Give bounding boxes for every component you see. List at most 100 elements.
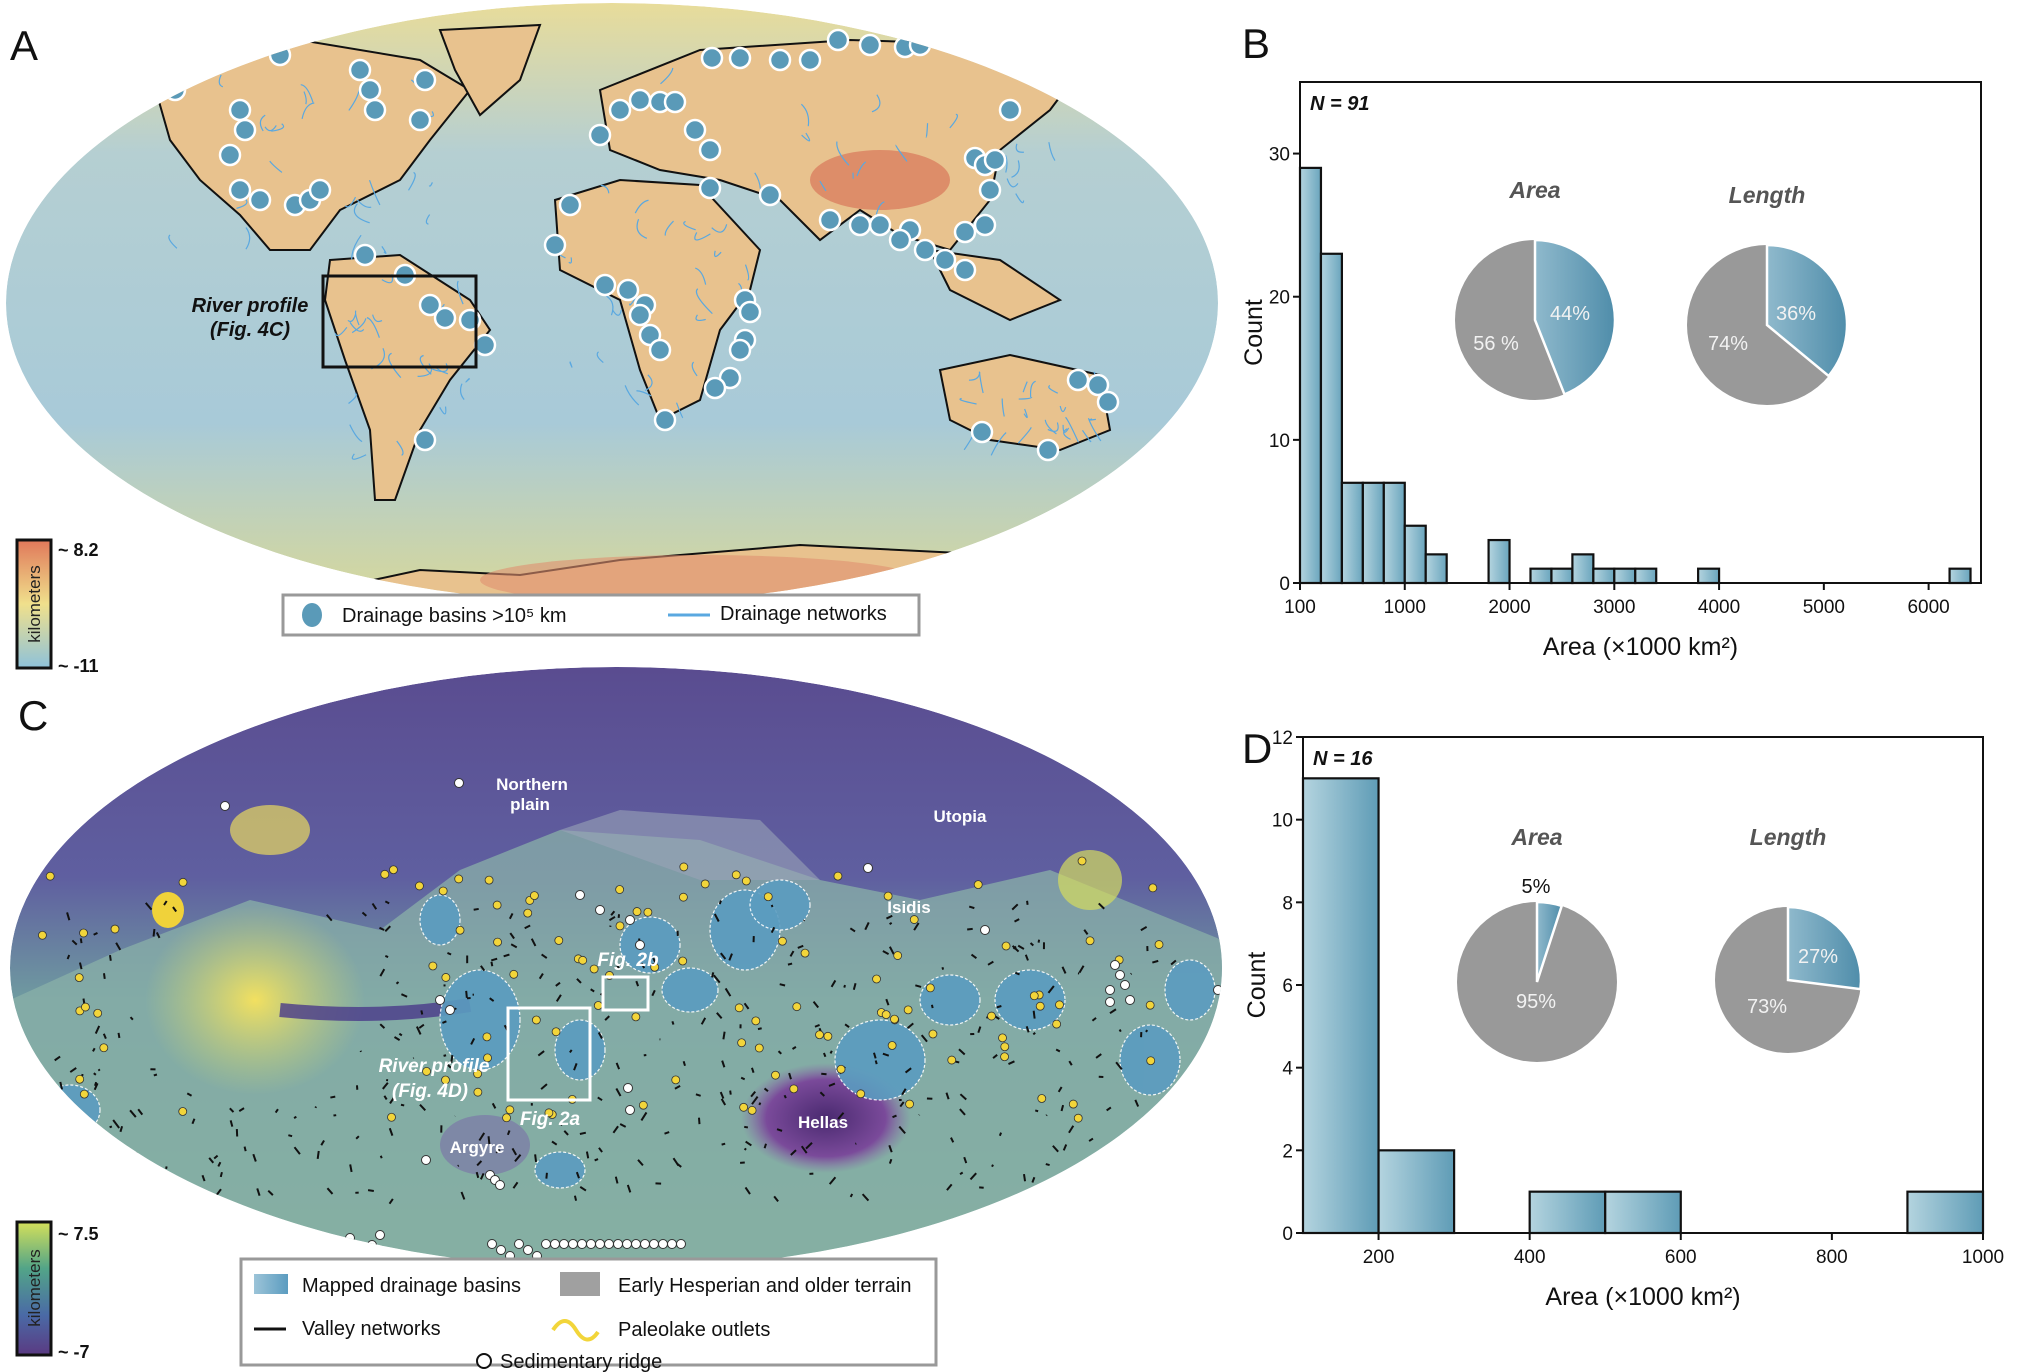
legend-terrain: Early Hesperian and older terrain — [618, 1275, 912, 1297]
paleolake-outlet — [905, 1099, 914, 1109]
paleolake-outlet — [1073, 1113, 1083, 1123]
river-line — [300, 84, 314, 103]
paleolake-outlet — [631, 1012, 641, 1022]
drainage-basin-patch — [619, 916, 681, 974]
river-line — [691, 361, 698, 377]
river-line — [1023, 408, 1028, 419]
valley-network-line — [958, 1048, 966, 1056]
y-axis-label: Count — [1240, 299, 1268, 366]
valley-network-line — [127, 1168, 133, 1175]
river-line — [959, 397, 977, 405]
x-tick-label: 600 — [1665, 1247, 1697, 1268]
paleolake-outlet — [531, 1015, 541, 1025]
label-argyre: Argyre — [450, 1138, 505, 1157]
valley-network-line — [750, 1067, 755, 1074]
panel-c-letter: C — [18, 692, 48, 739]
river-line — [664, 220, 674, 236]
valley-network-line — [594, 1158, 599, 1162]
river-line — [819, 180, 827, 192]
paleolake-outlet — [110, 924, 120, 934]
drainage-basin-patch — [419, 894, 461, 946]
river-line — [1064, 65, 1079, 89]
river-line — [353, 203, 370, 224]
paleolake-outlet — [492, 900, 502, 910]
valley-network-line — [93, 932, 98, 936]
sedimentary-ridge-marker — [1120, 980, 1130, 990]
valley-network-line — [69, 1067, 77, 1073]
river-line — [356, 199, 372, 208]
valley-network-line — [828, 1176, 837, 1185]
y-tick-label: 10 — [1272, 811, 1293, 832]
valley-network-line — [443, 1054, 447, 1057]
valley-network-line — [1014, 971, 1020, 976]
paleolake-outlet — [502, 1113, 511, 1123]
drainage-basin-dot — [908, 33, 932, 57]
paleolake-outlet — [671, 1075, 681, 1085]
valley-network-line — [109, 1125, 113, 1129]
valley-network-line — [155, 931, 161, 939]
drainage-basin-dot — [738, 300, 762, 324]
paleolake-outlet — [589, 964, 599, 974]
river-line — [245, 227, 251, 250]
valley-network-line — [478, 1132, 486, 1142]
valley-network-line — [718, 900, 722, 905]
paleolake-outlet — [883, 891, 893, 901]
paleolake-outlet — [751, 1016, 761, 1026]
river-line — [301, 102, 315, 119]
river-line — [1081, 429, 1092, 443]
valley-network-line — [695, 1093, 701, 1097]
valley-network-line — [109, 954, 112, 961]
valley-network-line — [724, 987, 732, 997]
paleolake-outlet — [739, 1102, 749, 1112]
sedimentary-ridge-marker — [625, 915, 635, 925]
paleolake-outlet — [1037, 1094, 1047, 1103]
valley-network-line — [371, 902, 378, 910]
valley-network-line — [864, 921, 870, 931]
tharsis-rise — [145, 905, 365, 1095]
histogram-bar — [1382, 481, 1406, 585]
paleolake-outlet — [792, 1002, 802, 1012]
sedimentary-ridge-marker — [613, 1239, 623, 1249]
olympus-mons — [152, 892, 184, 928]
pie-label-blue: 44% — [1550, 303, 1590, 325]
river-line — [381, 246, 387, 254]
valley-network-line — [716, 1012, 723, 1019]
valley-network-line — [861, 1193, 870, 1202]
paleolake-outlet — [99, 1043, 109, 1053]
drainage-basin-dot — [628, 88, 652, 112]
valley-network-line — [640, 1111, 648, 1121]
sedimentary-ridge-marker — [514, 1239, 524, 1249]
river-line — [660, 67, 674, 85]
river-line — [636, 218, 648, 239]
colorbar-a-unit: kilometers — [25, 565, 44, 642]
valley-network-line — [457, 1164, 460, 1167]
earth-map — [6, 3, 1218, 603]
river-line — [695, 267, 707, 285]
valley-network-line — [1061, 966, 1067, 974]
river-line — [1063, 428, 1071, 440]
label-isidis: Isidis — [887, 898, 930, 917]
valley-network-line — [559, 1122, 563, 1126]
valley-network-line — [460, 1191, 466, 1200]
y-tick-label: 8 — [1282, 893, 1293, 914]
histogram-bar — [1604, 1190, 1682, 1235]
valley-network-line — [208, 1157, 215, 1164]
valley-network-line — [722, 1031, 726, 1040]
valley-network-line — [721, 1060, 726, 1068]
sample-count: N = 91 — [1310, 93, 1369, 115]
x-tick-label: 4000 — [1698, 597, 1740, 618]
valley-network-line — [530, 938, 537, 947]
valley-network-line — [1014, 918, 1020, 923]
valley-network-line — [201, 1174, 206, 1182]
valley-network-line — [153, 1073, 158, 1077]
valley-network-line — [135, 1151, 139, 1158]
valley-network-line — [608, 915, 616, 922]
drainage-basin-dot — [683, 118, 707, 142]
paleolake-outlet — [615, 885, 625, 894]
river-line — [624, 385, 640, 406]
river-line — [218, 74, 224, 88]
valley-network-line — [770, 926, 776, 934]
river-line — [634, 199, 649, 214]
valley-network-line — [728, 953, 733, 961]
valley-network-line — [1091, 1017, 1097, 1022]
